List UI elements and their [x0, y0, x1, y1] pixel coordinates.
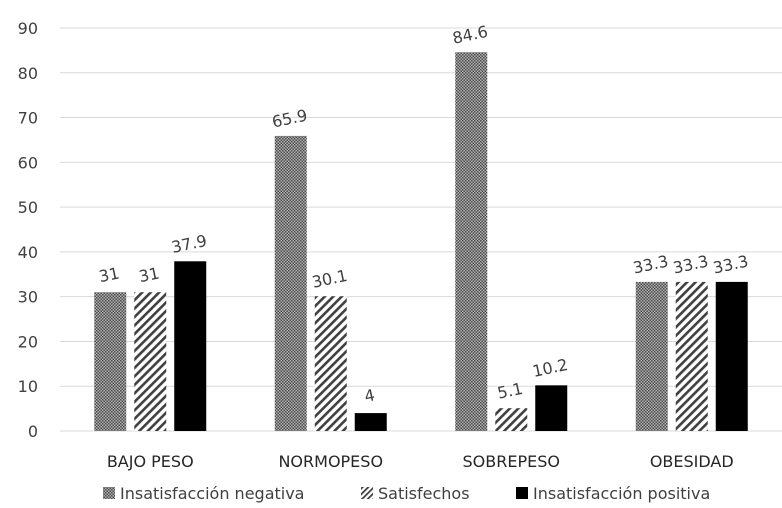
y-tick-label: 10	[18, 377, 38, 396]
legend-label: Insatisfacción negativa	[120, 484, 304, 503]
bar	[274, 135, 307, 432]
bar	[535, 385, 568, 431]
bar	[174, 261, 207, 431]
y-tick-label: 50	[18, 198, 38, 217]
x-axis-categories: BAJO PESO NORMOPESO SOBREPESO OBESIDAD	[107, 452, 734, 471]
data-label: 33.3	[631, 252, 670, 278]
y-tick-label: 90	[18, 19, 38, 38]
data-label: 30.1	[310, 266, 349, 292]
bar	[675, 281, 708, 431]
data-label: 10.2	[531, 355, 570, 381]
bar	[354, 413, 387, 431]
category-label: SOBREPESO	[463, 452, 560, 471]
bars	[94, 52, 748, 432]
data-label: 84.6	[451, 22, 490, 48]
data-label: 4	[363, 385, 377, 406]
legend: Insatisfacción negativa Satisfechos Insati…	[103, 484, 710, 503]
gridlines	[60, 27, 782, 432]
y-tick-label: 70	[18, 109, 38, 128]
bar	[495, 408, 528, 431]
y-tick-label: 0	[28, 422, 38, 441]
legend-label: Insatisfacción positiva	[533, 484, 710, 503]
legend-label: Satisfechos	[378, 484, 470, 503]
bar	[94, 292, 127, 431]
category-label: NORMOPESO	[278, 452, 383, 471]
legend-swatch	[103, 487, 115, 499]
y-tick-label: 80	[18, 64, 38, 83]
legend-swatch	[361, 487, 373, 499]
data-label: 31	[137, 263, 161, 286]
data-label: 31	[97, 263, 121, 286]
data-label: 5.1	[496, 379, 525, 403]
data-label: 37.9	[170, 231, 209, 257]
category-label: BAJO PESO	[107, 452, 194, 471]
y-tick-label: 60	[18, 153, 38, 172]
data-label: 33.3	[711, 252, 750, 278]
y-tick-label: 40	[18, 243, 38, 262]
bar	[715, 281, 748, 431]
legend-swatch	[516, 487, 528, 499]
category-label: OBESIDAD	[650, 452, 734, 471]
y-tick-label: 20	[18, 332, 38, 351]
bar	[455, 52, 488, 432]
data-label: 33.3	[671, 252, 710, 278]
bar	[134, 292, 167, 431]
bar	[314, 296, 347, 431]
data-label: 65.9	[270, 106, 309, 132]
y-axis-ticks: 0 10 20 30 40 50 60 70 80 90	[18, 19, 38, 441]
y-tick-label: 30	[18, 288, 38, 307]
bar	[635, 281, 668, 431]
